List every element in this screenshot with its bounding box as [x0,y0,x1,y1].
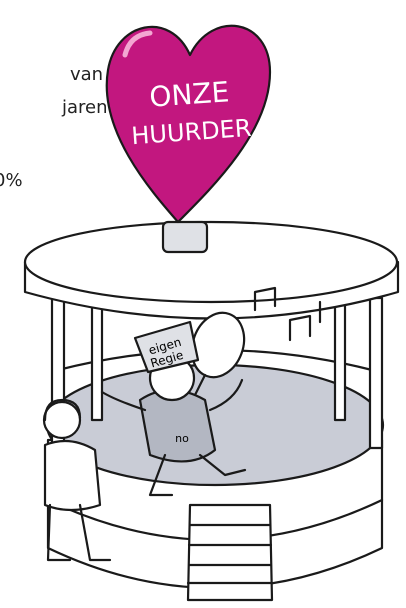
man-body [45,441,100,510]
man-head [44,402,80,438]
bulb-base [163,222,207,252]
column [370,298,382,448]
shirt-text: no [175,432,189,445]
column [335,305,345,420]
roof [25,222,397,302]
text-fragment: 0% [0,170,23,191]
page: {"text_fragments": ["van", "jaren", "0%"… [0,0,406,608]
steps [188,505,272,600]
illustration: ONZE HUURDER eigen Regie no [0,0,406,608]
dancer-body [140,390,215,461]
heart-text: ONZE [148,75,230,113]
text-fragment: van [70,64,103,85]
column [92,305,102,420]
text-fragment: jaren [62,97,108,118]
